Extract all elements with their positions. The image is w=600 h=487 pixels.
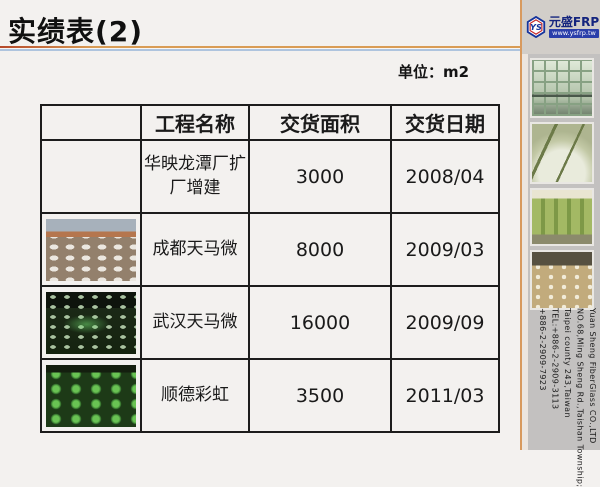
divider-orange-line — [0, 46, 521, 48]
delivery-area: 8000 — [248, 212, 392, 287]
project-name: 成都天马微 — [140, 212, 250, 287]
project-name: 武汉天马微 — [140, 285, 250, 360]
company-line: TEL:+886-2-2909-3113 — [550, 308, 560, 410]
page-title: 实绩表(2) — [8, 15, 144, 48]
table-row: 顺德彩虹 3500 2011/03 — [40, 358, 500, 433]
project-name: 华映龙潭厂扩厂增建 — [140, 139, 250, 214]
project-photo-formwork — [46, 146, 136, 208]
company-line: +886-2-2909-7923 — [538, 308, 547, 391]
sidebar-photo-ceiling-grid — [530, 58, 594, 118]
project-photo-molds — [46, 218, 136, 281]
sidebar-photo-frp-tank — [530, 122, 594, 184]
brand-name: 元盛FRP — [548, 15, 600, 29]
sidebar-photo-green-tanks — [530, 188, 594, 246]
divider-gap — [0, 48, 521, 49]
company-line: Yuan Sheng FiberGlass CO.,LTD — [588, 308, 597, 444]
unit-label: 单位：m2 — [398, 63, 470, 81]
logo-badge-text: YS — [530, 22, 542, 32]
company-logo: YS 元盛FRP www.ysfrp.tw — [522, 0, 600, 54]
table-row: 华映龙潭厂扩厂增建 3000 2008/04 — [40, 139, 500, 214]
divider-blue-line — [0, 49, 521, 51]
sidebar-photo-raised-floor — [530, 250, 594, 310]
delivery-area: 16000 — [248, 285, 392, 360]
header-photo — [40, 104, 142, 141]
delivery-area: 3000 — [248, 139, 392, 214]
table-header-row: 工程名称 交货面积 交货日期 — [40, 104, 500, 141]
company-line: NO.68,Ming Sheng Rd.,Taishan Township; — [575, 308, 585, 487]
project-photo-green-floor — [46, 291, 136, 354]
performance-table: 工程名称 交货面积 交货日期 华映龙潭厂扩厂增建 3000 2008/04 成都… — [40, 104, 500, 433]
delivery-date: 2011/03 — [390, 358, 500, 433]
delivery-date: 2008/04 — [390, 139, 500, 214]
title-divider — [0, 46, 521, 51]
delivery-date: 2009/03 — [390, 212, 500, 287]
ys-hexagon-logo-icon: YS — [526, 16, 546, 38]
header-project-name: 工程名称 — [140, 104, 250, 141]
brand-url: www.ysfrp.tw — [549, 29, 599, 38]
delivery-area: 3500 — [248, 358, 392, 433]
table-row: 武汉天马微 16000 2009/09 — [40, 285, 500, 360]
delivery-date: 2009/09 — [390, 285, 500, 360]
company-line: Taipei county 243,Taiwan — [563, 308, 572, 418]
project-photo-green-domes — [46, 364, 136, 427]
header-delivery-date: 交货日期 — [390, 104, 500, 141]
company-address-vertical-text: Yuan Sheng FiberGlass CO.,LTD NO.68,Ming… — [532, 308, 598, 487]
table-row: 成都天马微 8000 2009/03 — [40, 212, 500, 287]
project-name: 顺德彩虹 — [140, 358, 250, 433]
sidebar: YS 元盛FRP www.ysfrp.tw Yuan Sheng FiberGl… — [520, 0, 600, 487]
header-delivery-area: 交货面积 — [248, 104, 392, 141]
